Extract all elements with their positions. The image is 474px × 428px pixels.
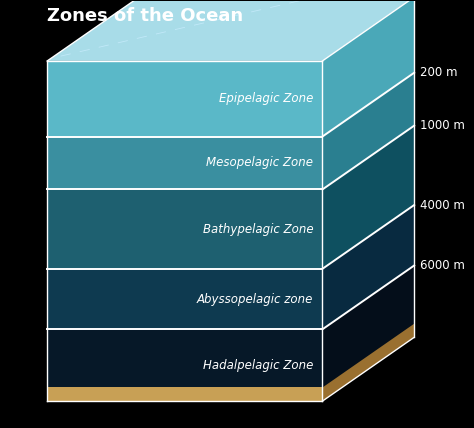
Polygon shape — [322, 0, 414, 137]
Polygon shape — [322, 73, 414, 190]
Polygon shape — [322, 126, 414, 269]
Polygon shape — [322, 265, 414, 401]
Text: Abyssopelagic zone: Abyssopelagic zone — [197, 293, 313, 306]
Text: 4000 m: 4000 m — [419, 199, 465, 211]
Text: Zones of the Ocean: Zones of the Ocean — [47, 7, 243, 25]
Polygon shape — [47, 269, 322, 329]
Polygon shape — [47, 137, 322, 190]
Polygon shape — [322, 324, 414, 401]
Text: Epipelagic Zone: Epipelagic Zone — [219, 92, 313, 105]
Text: Hadalpelagic Zone: Hadalpelagic Zone — [203, 359, 313, 372]
Text: Bathypelagic Zone: Bathypelagic Zone — [203, 223, 313, 236]
Polygon shape — [322, 205, 414, 329]
Text: 200 m: 200 m — [419, 66, 457, 79]
Polygon shape — [47, 190, 322, 269]
Text: 1000 m: 1000 m — [419, 119, 465, 132]
Text: Mesopelagic Zone: Mesopelagic Zone — [206, 157, 313, 169]
Polygon shape — [47, 0, 414, 61]
Polygon shape — [47, 329, 322, 401]
Polygon shape — [47, 387, 322, 401]
Text: 6000 m: 6000 m — [419, 259, 465, 272]
Polygon shape — [47, 61, 322, 137]
